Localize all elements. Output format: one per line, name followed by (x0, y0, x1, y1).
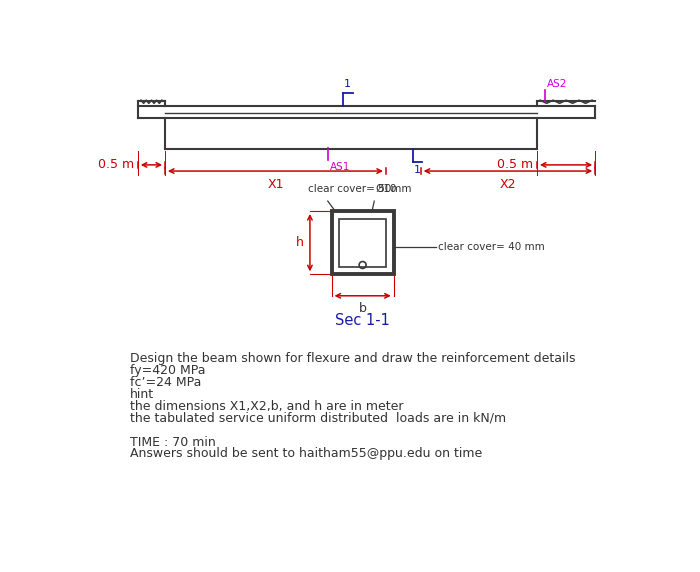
Text: Answers should be sent to haitham55@ppu.edu on time: Answers should be sent to haitham55@ppu.… (130, 447, 482, 460)
Text: 0.5 m: 0.5 m (98, 158, 134, 172)
Text: X1: X1 (267, 178, 284, 191)
Text: AS1: AS1 (330, 162, 351, 172)
Text: b: b (358, 302, 367, 315)
Text: hint: hint (130, 388, 154, 401)
Text: 0.5 m: 0.5 m (497, 158, 533, 172)
Text: the tabulated service uniform distributed  loads are in kN/m: the tabulated service uniform distribute… (130, 412, 506, 424)
Bar (340, 219, 386, 267)
Text: X2: X2 (500, 178, 516, 191)
Text: the dimensions X1,X2,b, and h are in meter: the dimensions X1,X2,b, and h are in met… (130, 400, 404, 413)
Bar (332, 211, 393, 274)
Text: fc’=24 MPa: fc’=24 MPa (130, 376, 202, 389)
Text: h: h (296, 236, 304, 249)
Text: 1: 1 (414, 165, 421, 175)
Text: TIME : 70 min: TIME : 70 min (130, 435, 216, 448)
Text: Design the beam shown for flexure and draw the reinforcement details: Design the beam shown for flexure and dr… (130, 352, 575, 365)
Text: fy=420 MPa: fy=420 MPa (130, 364, 206, 377)
Text: clear cover= 50mm: clear cover= 50mm (309, 184, 412, 194)
Text: 1: 1 (344, 79, 351, 89)
Text: AS2: AS2 (547, 79, 568, 89)
Text: Sec 1-1: Sec 1-1 (335, 313, 390, 328)
Text: clear cover= 40 mm: clear cover= 40 mm (438, 241, 545, 252)
Text: Ø10: Ø10 (376, 184, 397, 194)
